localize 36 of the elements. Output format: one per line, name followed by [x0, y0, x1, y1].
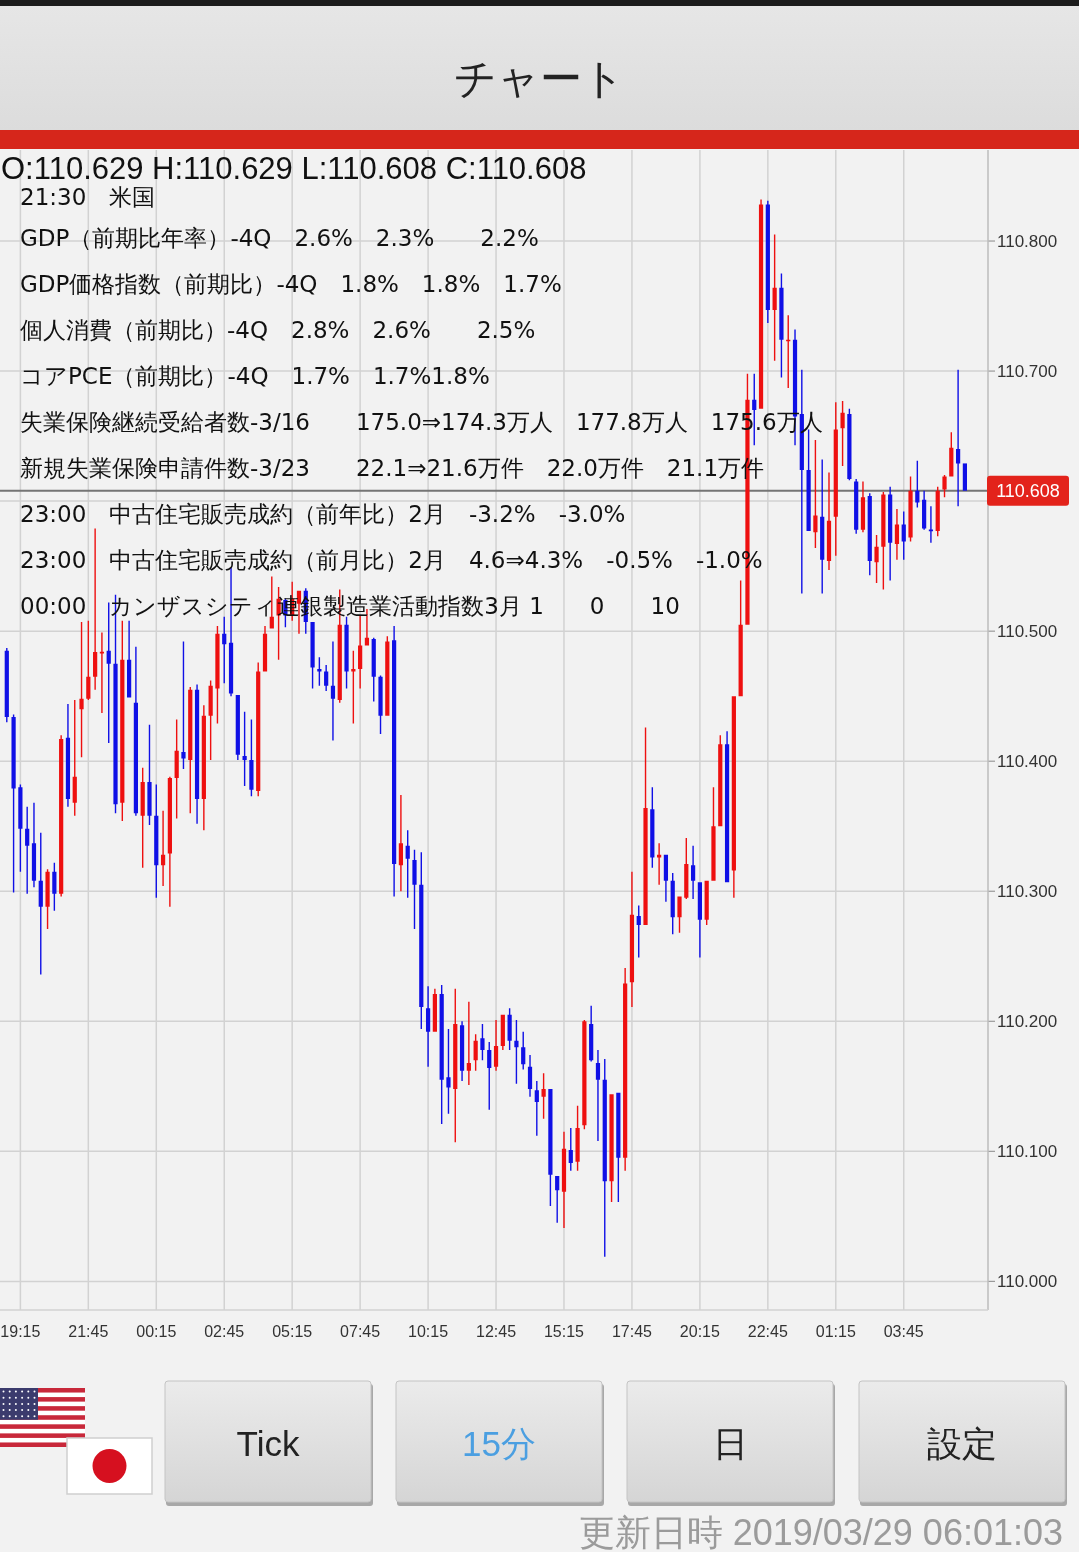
button: 15分	[395, 1380, 604, 1506]
y-tick-label: 110.100	[997, 1141, 1058, 1161]
y-tick-label: 110.300	[997, 881, 1058, 901]
x-tick-label: 00:15	[136, 1322, 177, 1340]
button: 設定	[858, 1380, 1067, 1506]
annotation: O:110.629 H:110.629 L:110.608 C:110.608	[1, 150, 587, 186]
annotation: GDP価格指数（前期比）-4Q 1.8% 1.8% 1.7%	[20, 271, 562, 297]
x-tick-label: 07:45	[340, 1322, 381, 1340]
annotation: コアPCE（前期比）-4Q 1.7% 1.7%1.8%	[20, 363, 490, 389]
x-tick-label: 03:45	[883, 1322, 924, 1340]
chart-title: チャート	[454, 54, 625, 102]
x-tick-label: 15:15	[543, 1322, 585, 1340]
y-tick-label: 110.500	[997, 621, 1058, 641]
x-tick-label: 20:15	[679, 1322, 721, 1340]
x-tick-label: 22:45	[747, 1322, 788, 1340]
x-tick-label: 19:15	[0, 1322, 41, 1340]
y-tick-label: 110.000	[997, 1271, 1058, 1291]
x-tick-label: 12:45	[476, 1322, 517, 1340]
annotation: 個人消費（前期比）-4Q 2.8% 2.6% 2.5%	[20, 317, 536, 343]
y-tick-label: 110.700	[997, 361, 1058, 381]
y-tick-label: 110.200	[997, 1011, 1058, 1031]
y-tick-label: 110.800	[997, 231, 1058, 251]
x-tick-label: 10:15	[408, 1322, 449, 1340]
button: 日	[626, 1380, 835, 1506]
ref-line-label: 110.608	[996, 480, 1060, 501]
y-tick-label: 110.400	[997, 751, 1058, 771]
text: 更新日時 2019/03/29 06:01:03	[578, 1511, 1063, 1552]
x-tick-label: 21:45	[68, 1322, 109, 1340]
x-tick-label: 01:15	[815, 1322, 856, 1340]
button: Tick	[164, 1380, 373, 1506]
x-tick-label: 05:15	[272, 1322, 313, 1340]
annotation: 23:00 中古住宅販売成約（前年比）2月 -3.2% -3.0%	[20, 501, 626, 527]
x-tick-label: 02:45	[204, 1322, 245, 1340]
annotation: 21:30 米国	[20, 184, 156, 210]
x-tick-label: 17:45	[611, 1322, 653, 1340]
annotation: GDP（前期比年率）-4Q 2.6% 2.3% 2.2%	[20, 225, 539, 251]
